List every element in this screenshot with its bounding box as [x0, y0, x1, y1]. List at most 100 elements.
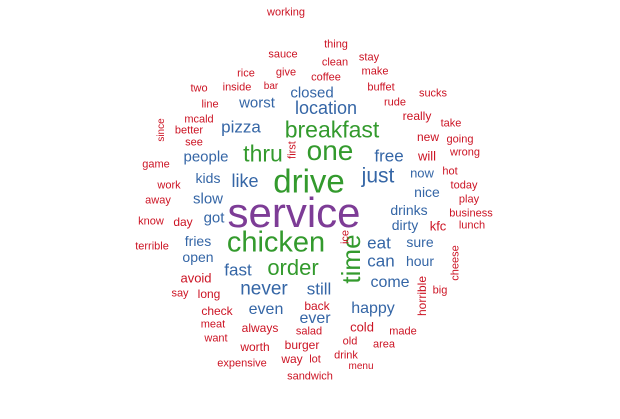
word-really: really	[402, 109, 432, 123]
word-pizza: pizza	[221, 117, 261, 137]
word-menu: menu	[348, 361, 374, 372]
word-game: game	[142, 158, 170, 171]
word-kids: kids	[195, 170, 221, 186]
word-buffet: buffet	[367, 81, 395, 94]
word-come: come	[370, 274, 410, 291]
word-mcald: mcald	[184, 113, 214, 126]
word-business: business	[449, 207, 493, 220]
word-closed: closed	[290, 84, 334, 102]
word-hot: hot	[442, 165, 458, 178]
word-will: will	[417, 148, 437, 164]
word-horrible: horrible	[415, 275, 429, 317]
word-work: work	[157, 179, 181, 192]
word-slow: slow	[192, 190, 224, 208]
word-cold: cold	[350, 319, 374, 335]
word-now: now	[410, 165, 434, 181]
word-play: play	[458, 193, 480, 206]
word-never: never	[240, 278, 288, 300]
word-breakfast: breakfast	[284, 116, 380, 143]
word-still: still	[306, 279, 332, 299]
word-lot: lot	[309, 353, 321, 366]
word-fries: fries	[184, 233, 212, 249]
word-one: one	[306, 135, 354, 166]
word-new: new	[416, 130, 440, 144]
word-away: away	[145, 194, 171, 207]
word-rude: rude	[383, 96, 407, 109]
word-location: location	[294, 98, 358, 118]
word-better: better	[174, 124, 204, 137]
word-drive: drive	[273, 162, 345, 200]
word-always: always	[241, 321, 279, 335]
word-drink: drink	[334, 349, 358, 362]
word-burger: burger	[284, 338, 320, 352]
word-bar: bar	[263, 81, 279, 92]
word-sauce: sauce	[268, 48, 298, 61]
word-hour: hour	[405, 253, 435, 269]
word-avoid: avoid	[180, 270, 212, 286]
word-ever: ever	[299, 310, 331, 327]
word-happy: happy	[351, 300, 395, 317]
word-open: open	[182, 249, 214, 265]
word-meat: meat	[200, 318, 226, 331]
word-inside: inside	[222, 81, 252, 94]
word-today: today	[450, 179, 478, 192]
word-wrong: wrong	[450, 146, 480, 159]
word-give: give	[275, 66, 297, 79]
word-take: take	[440, 117, 462, 130]
word-lunch: lunch	[458, 219, 486, 232]
word-stay: stay	[358, 51, 380, 64]
word-chicken: chicken	[226, 226, 326, 259]
word-people: people	[183, 148, 229, 166]
word-just: just	[361, 164, 395, 188]
word-ice: ice	[339, 229, 352, 245]
word-free: free	[374, 146, 404, 166]
word-since: since	[156, 118, 167, 142]
word-say: say	[171, 287, 189, 300]
word-terrible: terrible	[135, 240, 169, 253]
word-line: line	[201, 98, 219, 111]
word-worst: worst	[239, 94, 275, 112]
word-want: want	[204, 332, 228, 345]
word-make: make	[361, 65, 389, 78]
word-way: way	[281, 352, 303, 366]
word-day: day	[173, 215, 193, 229]
word-dirty: dirty	[391, 217, 419, 233]
word-first: first	[286, 141, 299, 159]
word-going: going	[446, 133, 474, 146]
word-worth: worth	[240, 340, 270, 354]
word-sucks: sucks	[418, 87, 448, 100]
word-big: big	[432, 284, 448, 297]
word-old: old	[342, 335, 358, 348]
word-working: working	[267, 6, 305, 19]
word-know: know	[138, 215, 164, 228]
word-thru: thru	[243, 140, 283, 167]
word-drinks: drinks	[390, 202, 428, 218]
word-salad: salad	[295, 325, 323, 338]
word-kfc: kfc	[429, 218, 447, 234]
word-cheese: cheese	[449, 245, 462, 281]
word-nice: nice	[414, 184, 440, 200]
word-two: two	[190, 82, 208, 95]
word-see: see	[185, 136, 203, 149]
word-fast: fast	[224, 260, 252, 280]
word-like: like	[231, 171, 259, 191]
word-coffee: coffee	[311, 71, 341, 84]
word-check: check	[201, 304, 233, 318]
word-even: even	[248, 301, 284, 318]
word-expensive: expensive	[217, 357, 267, 370]
word-sure: sure	[406, 234, 434, 250]
word-thing: thing	[324, 38, 348, 51]
word-clean: clean	[321, 56, 349, 69]
word-service: service	[227, 189, 361, 236]
word-made: made	[389, 325, 417, 338]
word-eat: eat	[367, 233, 391, 253]
word-area: area	[372, 338, 396, 351]
word-got: got	[203, 209, 225, 227]
word-back: back	[304, 299, 330, 313]
word-sandwich: sandwich	[287, 370, 333, 383]
word-rice: rice	[237, 67, 255, 80]
word-order: order	[267, 255, 319, 280]
word-long: long	[197, 287, 221, 301]
word-can: can	[367, 251, 395, 271]
